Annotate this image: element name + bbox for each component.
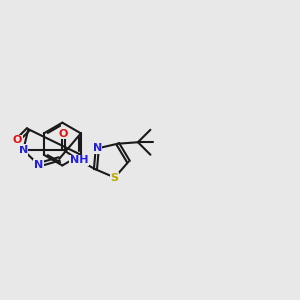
Text: S: S bbox=[111, 172, 119, 182]
Text: NH: NH bbox=[70, 155, 88, 165]
Text: O: O bbox=[59, 129, 68, 139]
Text: N: N bbox=[19, 145, 28, 155]
Text: N: N bbox=[93, 143, 102, 153]
Text: N: N bbox=[34, 160, 43, 170]
Text: O: O bbox=[13, 135, 22, 145]
